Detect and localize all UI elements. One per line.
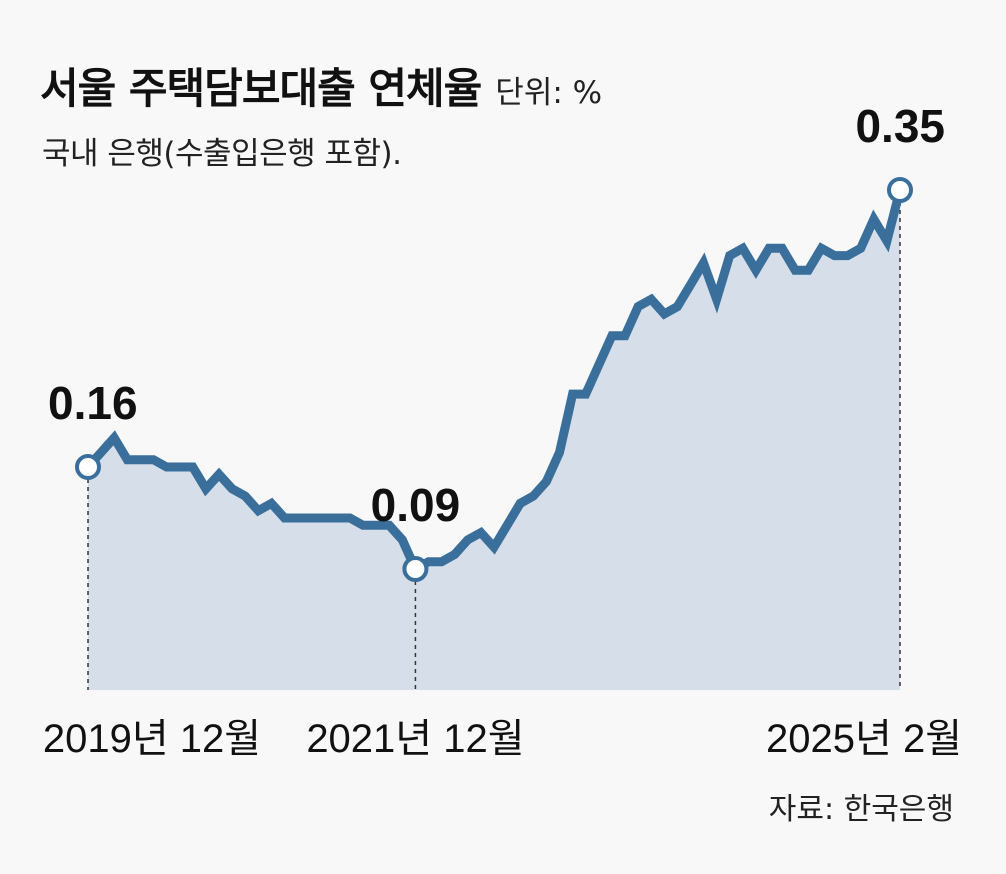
x-tick-label: 2021년 12월: [306, 717, 524, 761]
chart-title: 서울 주택담보대출 연체율: [40, 64, 482, 113]
area-fill: [88, 190, 900, 690]
data-label: 0.16: [48, 377, 138, 429]
x-tick-label: 2025년 2월: [766, 717, 962, 761]
data-label: 0.35: [855, 100, 945, 152]
x-tick-label: 2019년 12월: [43, 717, 261, 761]
title-row: 서울 주택담보대출 연체율 단위: %: [40, 55, 602, 116]
data-point-marker: [75, 453, 101, 480]
data-point-marker: [887, 177, 913, 203]
unit-label: 단위: %: [495, 75, 603, 111]
series-line: [83, 185, 905, 576]
data-label: 0.09: [371, 479, 461, 531]
chart-subtitle: 국내 은행(수출입은행 포함).: [42, 136, 402, 172]
source-note: 자료: 한국은행: [768, 792, 954, 827]
data-point-marker: [402, 556, 429, 582]
